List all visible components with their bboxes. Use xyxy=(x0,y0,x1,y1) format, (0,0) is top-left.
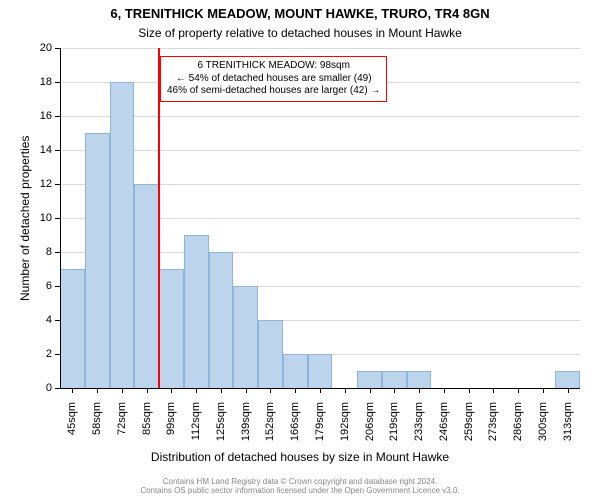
y-tick-label: 6 xyxy=(22,280,52,292)
grid-line xyxy=(60,48,580,49)
annotation-box: 6 TRENITHICK MEADOW: 98sqm← 54% of detac… xyxy=(160,56,387,102)
x-tick-label: 286sqm xyxy=(512,402,524,452)
y-tick-label: 16 xyxy=(22,110,52,122)
x-tick-label: 233sqm xyxy=(413,402,425,452)
annotation-line-3: 46% of semi-detached houses are larger (… xyxy=(167,85,380,98)
x-tick-label: 313sqm xyxy=(562,402,574,452)
y-tick-label: 14 xyxy=(22,144,52,156)
x-tick-label: 246sqm xyxy=(438,402,450,452)
footer-attribution: Contains HM Land Registry data © Crown c… xyxy=(0,477,600,496)
annotation-line-2: ← 54% of detached houses are smaller (49… xyxy=(167,73,380,86)
x-tick-label: 139sqm xyxy=(240,402,252,452)
x-tick-label: 192sqm xyxy=(339,402,351,452)
histogram-bar xyxy=(85,133,110,388)
x-tick-label: 206sqm xyxy=(364,402,376,452)
histogram-bar xyxy=(555,371,580,388)
x-tick-label: 125sqm xyxy=(215,402,227,452)
annotation-line-1: 6 TRENITHICK MEADOW: 98sqm xyxy=(167,60,380,73)
x-tick-label: 112sqm xyxy=(190,402,202,452)
histogram-bar xyxy=(134,184,159,388)
histogram-bar xyxy=(407,371,432,388)
histogram-bar xyxy=(283,354,308,388)
chart-title-sub: Size of property relative to detached ho… xyxy=(0,26,600,40)
x-tick-label: 99sqm xyxy=(165,402,177,452)
x-tick-label: 166sqm xyxy=(289,402,301,452)
x-tick-label: 45sqm xyxy=(66,402,78,452)
y-tick-label: 8 xyxy=(22,246,52,258)
footer-line-2: Contains OS public sector information li… xyxy=(0,486,600,496)
grid-line xyxy=(60,150,580,151)
histogram-bar xyxy=(159,269,184,388)
x-tick-label: 219sqm xyxy=(388,402,400,452)
plot-area: 6 TRENITHICK MEADOW: 98sqm← 54% of detac… xyxy=(60,48,580,388)
footer-line-1: Contains HM Land Registry data © Crown c… xyxy=(0,477,600,487)
x-tick-label: 72sqm xyxy=(116,402,128,452)
y-tick-label: 20 xyxy=(22,42,52,54)
histogram-bar xyxy=(258,320,283,388)
histogram-bar xyxy=(184,235,209,388)
x-tick-label: 259sqm xyxy=(463,402,475,452)
histogram-bar xyxy=(60,269,85,388)
x-tick-label: 300sqm xyxy=(537,402,549,452)
grid-line xyxy=(60,116,580,117)
histogram-bar xyxy=(308,354,333,388)
y-tick-label: 4 xyxy=(22,314,52,326)
histogram-bar xyxy=(233,286,258,388)
x-tick-label: 273sqm xyxy=(487,402,499,452)
y-tick-label: 12 xyxy=(22,178,52,190)
histogram-bar xyxy=(209,252,234,388)
x-axis-line xyxy=(60,388,580,389)
x-tick-label: 179sqm xyxy=(314,402,326,452)
x-tick-label: 85sqm xyxy=(141,402,153,452)
histogram-bar xyxy=(110,82,135,388)
histogram-bar xyxy=(357,371,382,388)
x-tick-label: 58sqm xyxy=(91,402,103,452)
x-axis-label: Distribution of detached houses by size … xyxy=(0,450,600,464)
y-axis-line xyxy=(60,48,61,388)
y-tick-label: 18 xyxy=(22,76,52,88)
x-tick-label: 152sqm xyxy=(264,402,276,452)
y-tick-label: 0 xyxy=(22,382,52,394)
y-tick-label: 10 xyxy=(22,212,52,224)
y-tick-label: 2 xyxy=(22,348,52,360)
histogram-bar xyxy=(382,371,407,388)
chart-title-main: 6, TRENITHICK MEADOW, MOUNT HAWKE, TRURO… xyxy=(0,6,600,21)
